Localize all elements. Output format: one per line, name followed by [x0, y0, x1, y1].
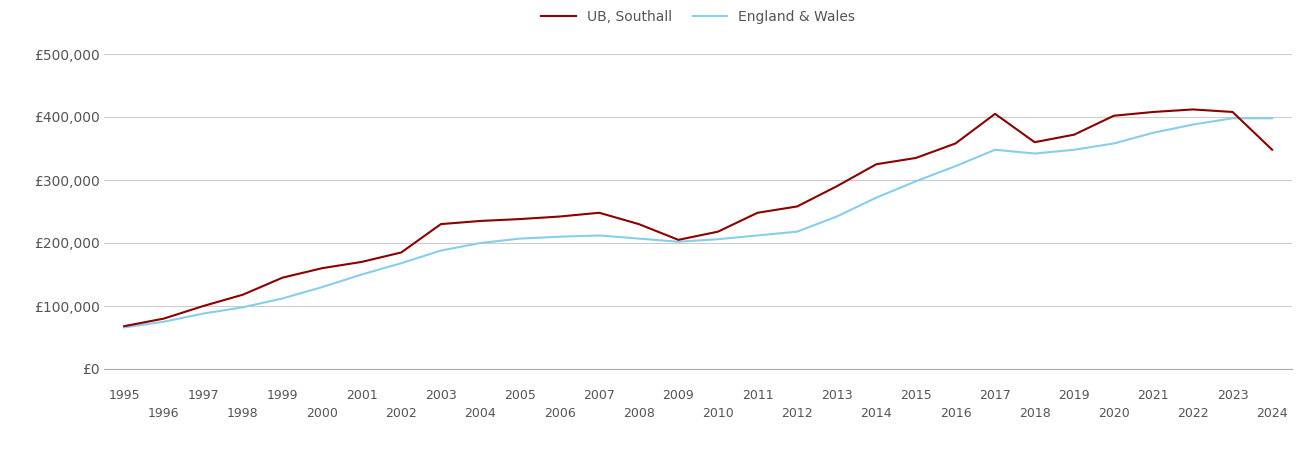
England & Wales: [749, 233, 765, 238]
Text: 2009: 2009: [663, 389, 694, 402]
UB, Southall: [1224, 109, 1240, 115]
UB, Southall: [472, 218, 488, 224]
UB, Southall: [790, 204, 805, 209]
England & Wales: [354, 272, 369, 277]
UB, Southall: [116, 324, 132, 329]
Line: England & Wales: England & Wales: [124, 118, 1272, 328]
England & Wales: [1027, 151, 1043, 156]
Text: 2007: 2007: [583, 389, 615, 402]
Legend: UB, Southall, England & Wales: UB, Southall, England & Wales: [535, 4, 861, 29]
Text: 1997: 1997: [188, 389, 219, 402]
UB, Southall: [393, 250, 408, 255]
UB, Southall: [632, 221, 647, 227]
UB, Southall: [1027, 140, 1043, 145]
England & Wales: [155, 319, 171, 324]
UB, Southall: [829, 184, 844, 189]
Text: 2012: 2012: [782, 407, 813, 420]
Text: 2003: 2003: [425, 389, 457, 402]
England & Wales: [829, 214, 844, 219]
Text: 1995: 1995: [108, 389, 140, 402]
Text: 1999: 1999: [266, 389, 299, 402]
UB, Southall: [710, 229, 726, 234]
Text: 2017: 2017: [979, 389, 1011, 402]
England & Wales: [1224, 116, 1240, 121]
UB, Southall: [947, 141, 963, 146]
England & Wales: [235, 305, 251, 310]
Line: UB, Southall: UB, Southall: [124, 109, 1272, 326]
Text: 1996: 1996: [147, 407, 180, 420]
UB, Southall: [1066, 132, 1082, 137]
Text: 2019: 2019: [1058, 389, 1090, 402]
England & Wales: [1105, 141, 1121, 146]
UB, Southall: [591, 210, 607, 216]
Text: 2014: 2014: [860, 407, 893, 420]
UB, Southall: [988, 111, 1004, 117]
England & Wales: [275, 296, 291, 301]
UB, Southall: [1185, 107, 1201, 112]
Text: 2002: 2002: [385, 407, 418, 420]
England & Wales: [512, 236, 527, 241]
England & Wales: [393, 261, 408, 266]
England & Wales: [1265, 116, 1280, 121]
England & Wales: [710, 237, 726, 242]
UB, Southall: [552, 214, 568, 219]
UB, Southall: [433, 221, 449, 227]
England & Wales: [1146, 130, 1161, 135]
UB, Southall: [275, 275, 291, 280]
Text: 2006: 2006: [544, 407, 576, 420]
England & Wales: [790, 229, 805, 234]
UB, Southall: [512, 216, 527, 222]
UB, Southall: [868, 162, 883, 167]
UB, Southall: [196, 303, 211, 309]
Text: 2008: 2008: [622, 407, 655, 420]
Text: 2005: 2005: [504, 389, 536, 402]
Text: 2022: 2022: [1177, 407, 1208, 420]
Text: 2018: 2018: [1019, 407, 1051, 420]
UB, Southall: [1105, 113, 1121, 118]
Text: 2001: 2001: [346, 389, 377, 402]
UB, Southall: [235, 292, 251, 297]
Text: 2020: 2020: [1098, 407, 1130, 420]
England & Wales: [315, 284, 330, 290]
England & Wales: [1066, 147, 1082, 153]
England & Wales: [116, 325, 132, 330]
Text: 2024: 2024: [1257, 407, 1288, 420]
UB, Southall: [1265, 147, 1280, 153]
England & Wales: [868, 195, 883, 200]
England & Wales: [196, 311, 211, 316]
UB, Southall: [671, 237, 686, 243]
Text: 2015: 2015: [900, 389, 932, 402]
UB, Southall: [354, 259, 369, 265]
UB, Southall: [155, 316, 171, 321]
England & Wales: [591, 233, 607, 238]
England & Wales: [433, 248, 449, 253]
England & Wales: [1185, 122, 1201, 127]
Text: 2010: 2010: [702, 407, 733, 420]
Text: 2021: 2021: [1138, 389, 1169, 402]
England & Wales: [671, 239, 686, 244]
Text: 2023: 2023: [1216, 389, 1249, 402]
UB, Southall: [315, 266, 330, 271]
Text: 2000: 2000: [307, 407, 338, 420]
Text: 2016: 2016: [940, 407, 971, 420]
England & Wales: [908, 179, 924, 184]
England & Wales: [988, 147, 1004, 153]
England & Wales: [947, 163, 963, 169]
UB, Southall: [908, 155, 924, 161]
England & Wales: [472, 240, 488, 246]
Text: 2004: 2004: [465, 407, 496, 420]
Text: 1998: 1998: [227, 407, 258, 420]
UB, Southall: [749, 210, 765, 216]
Text: 2011: 2011: [741, 389, 774, 402]
UB, Southall: [1146, 109, 1161, 115]
England & Wales: [552, 234, 568, 239]
England & Wales: [632, 236, 647, 241]
Text: 2013: 2013: [821, 389, 852, 402]
